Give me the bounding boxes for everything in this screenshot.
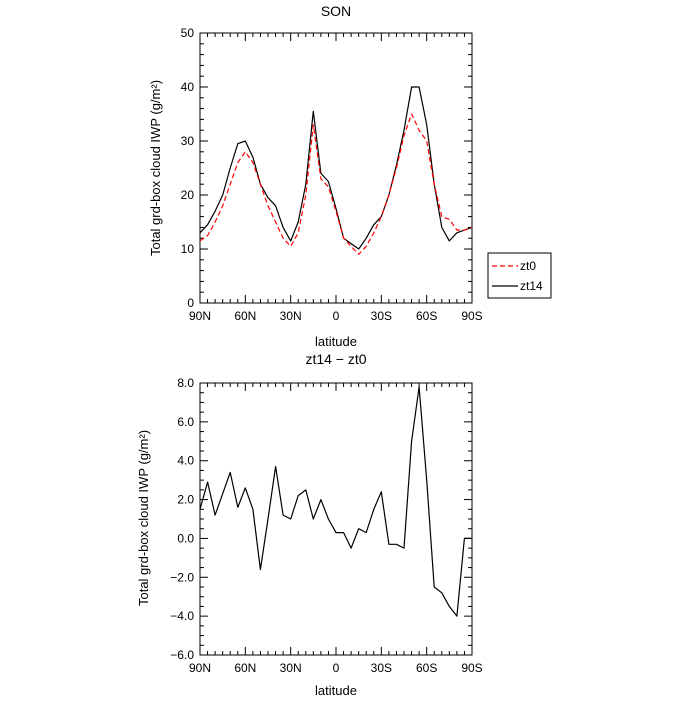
bottom-y-tick-label: 6.0 xyxy=(177,415,194,429)
top-y-tick-label: 20 xyxy=(181,188,195,202)
bottom-x-tick-label: 90N xyxy=(189,661,211,675)
top-y-tick-label: 0 xyxy=(187,296,194,310)
top-x-tick-label: 60S xyxy=(416,309,437,323)
top-y-tick-label: 40 xyxy=(181,80,195,94)
legend-box xyxy=(487,252,552,299)
top-y-tick-label: 10 xyxy=(181,242,195,256)
bottom-x-tick-label: 90S xyxy=(461,661,482,675)
top-x-tick-label: 60N xyxy=(234,309,256,323)
legend: zt0 zt14 xyxy=(487,252,552,299)
bottom-x-tick-label: 30N xyxy=(280,661,302,675)
top-x-tick-label: 90S xyxy=(461,309,482,323)
panel-bottom-difference: zt14 − zt0 Total grd-box cloud IWP (g/m²… xyxy=(136,351,483,698)
bottom-plot-area: 90N 60N 30N 0 30S 60S 90S 8.0 6.0 4.0 2.0 0.0 −2.0 −4… xyxy=(170,376,482,675)
bottom-x-tick-label: 0 xyxy=(333,661,340,675)
panel-top-iwp: SON Total grd-box cloud IWP (g/m²) latit… xyxy=(148,3,483,349)
bottom-x-tick-label: 60S xyxy=(416,661,437,675)
top-x-axis-label: latitude xyxy=(315,334,357,349)
top-chart-title: SON xyxy=(321,3,351,19)
legend-label-zt0: zt0 xyxy=(520,259,536,273)
bottom-chart-title: zt14 − zt0 xyxy=(305,351,366,367)
bottom-x-axis-label: latitude xyxy=(315,683,357,698)
bottom-y-tick-label: −4.0 xyxy=(170,609,194,623)
bottom-x-tick-label: 30S xyxy=(371,661,392,675)
bottom-y-tick-label: 0.0 xyxy=(177,531,194,545)
top-y-axis-label: Total grd-box cloud IWP (g/m²) xyxy=(148,80,163,256)
top-y-tick-label: 50 xyxy=(181,26,195,40)
top-plot-area: 90N 60N 30N 0 30S 60S 90S 50 40 30 20 10 0 xyxy=(181,26,483,323)
bottom-y-tick-label: 4.0 xyxy=(177,454,194,468)
bottom-series-line-difference xyxy=(199,386,472,617)
top-series-line-zt0 xyxy=(199,113,473,255)
top-x-tick-label: 90N xyxy=(189,309,211,323)
top-y-tick-label: 30 xyxy=(181,134,195,148)
bottom-x-tick-label: 60N xyxy=(234,661,256,675)
top-x-tick-label: 30S xyxy=(371,309,392,323)
bottom-y-tick-label: 8.0 xyxy=(177,376,194,390)
bottom-plot-frame xyxy=(199,382,473,656)
legend-label-zt14: zt14 xyxy=(520,279,543,293)
bottom-y-tick-label: 2.0 xyxy=(177,493,194,507)
bottom-y-tick-label: −6.0 xyxy=(170,648,194,662)
top-x-tick-label: 0 xyxy=(333,309,340,323)
top-series-line-zt14 xyxy=(199,86,473,250)
top-x-tick-label: 30N xyxy=(280,309,302,323)
bottom-y-axis-label: Total grd-box cloud IWP (g/m²) xyxy=(136,430,151,606)
bottom-y-tick-label: −2.0 xyxy=(170,570,194,584)
